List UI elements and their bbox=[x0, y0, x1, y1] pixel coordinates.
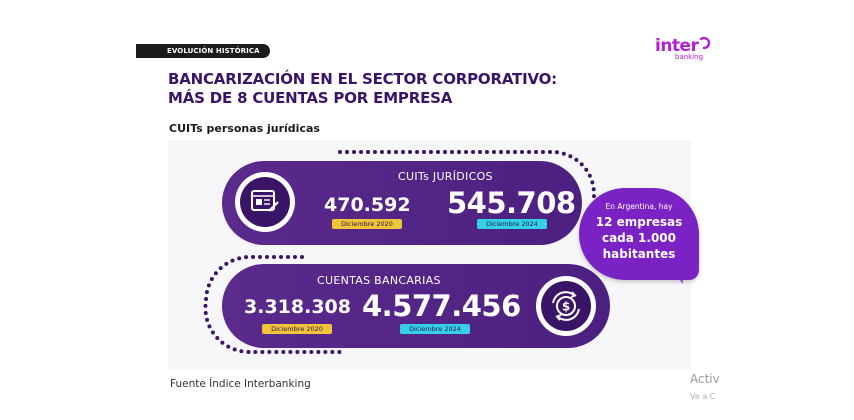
badge-line-1: En Argentina, hay bbox=[605, 202, 673, 211]
dollar-cycle-icon: $ bbox=[541, 281, 591, 331]
cuits-icon-circle bbox=[235, 172, 295, 232]
logo-main-text: inter bbox=[655, 36, 699, 56]
cuentas-title: CUENTAS BANCARIAS bbox=[317, 274, 441, 287]
page-title: BANCARIZACIÓN EN EL SECTOR CORPORATIVO: … bbox=[168, 70, 557, 108]
cuentas-label-2024: Diciembre 2024 bbox=[400, 324, 470, 334]
cuentas-label-2020: Diciembre 2020 bbox=[262, 324, 332, 334]
document-icon bbox=[240, 177, 290, 227]
svg-text:$: $ bbox=[562, 300, 570, 314]
cuits-label-2020: Diciembre 2020 bbox=[332, 219, 402, 229]
title-line-2: MÁS DE 8 CUENTAS POR EMPRESA bbox=[168, 89, 453, 107]
source-note: Fuente Índice Interbanking bbox=[170, 378, 311, 390]
badge-line-3: cada 1.000 bbox=[601, 231, 677, 245]
activation-watermark-line-2: Ve a C bbox=[690, 392, 716, 401]
badge-line-4: habitantes bbox=[602, 247, 676, 261]
section-tag: EVOLUCIÓN HISTÓRICA bbox=[136, 44, 270, 58]
cuits-value-2024: 545.708 bbox=[447, 186, 576, 220]
cuits-label-2024: Diciembre 2024 bbox=[477, 219, 547, 229]
subtitle: CUITs personas jurídicas bbox=[169, 122, 320, 135]
stat-badge: En Argentina, hay 12 empresas cada 1.000… bbox=[579, 188, 699, 280]
cuentas-icon-circle: $ bbox=[536, 276, 596, 336]
cuits-title: CUITs JURÍDICOS bbox=[398, 170, 493, 183]
logo-sub-text: banking bbox=[675, 53, 704, 61]
title-line-1: BANCARIZACIÓN EN EL SECTOR CORPORATIVO: bbox=[168, 70, 557, 88]
cuentas-value-2024: 4.577.456 bbox=[362, 289, 521, 323]
badge-line-2: 12 empresas bbox=[595, 215, 683, 229]
interbanking-logo: inter banking bbox=[655, 36, 715, 66]
cuits-value-2020: 470.592 bbox=[324, 194, 411, 216]
cuentas-value-2020: 3.318.308 bbox=[244, 296, 351, 318]
logo-arc-icon bbox=[699, 36, 711, 50]
activation-watermark-line-1: Activ bbox=[690, 372, 720, 386]
